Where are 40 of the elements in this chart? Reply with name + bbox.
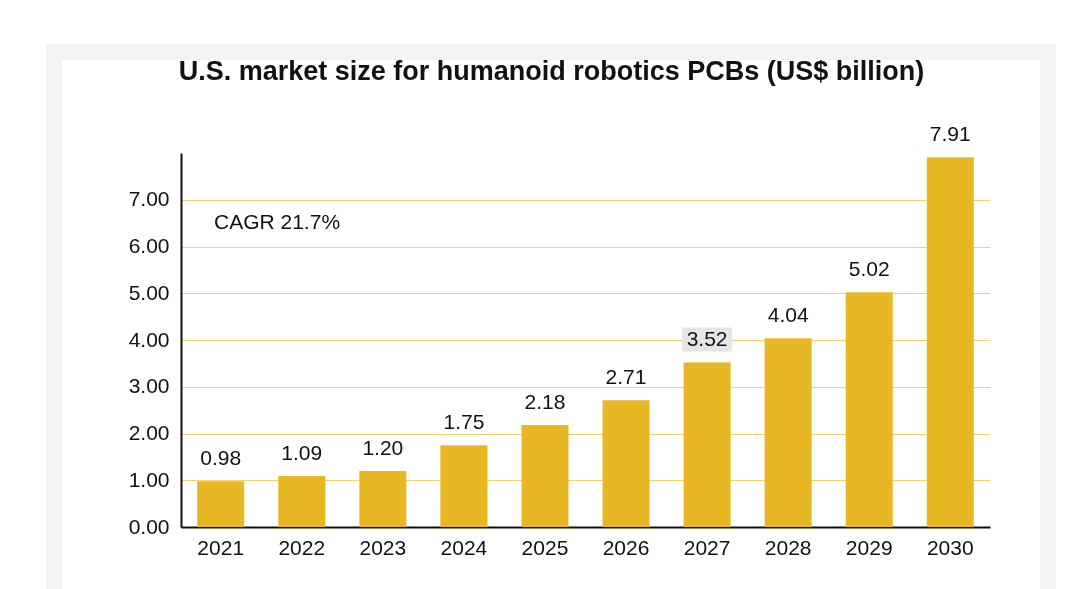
x-tick-label: 2021 xyxy=(197,535,245,559)
data-label: 2.18 xyxy=(524,390,566,414)
annotation: CAGR 21.7% xyxy=(214,210,341,233)
y-tick-label: 0.00 xyxy=(128,514,170,538)
data-label: 0.98 xyxy=(200,446,242,470)
y-tick-label: 1.00 xyxy=(128,467,170,491)
x-tick-label: 2023 xyxy=(359,535,407,559)
bar xyxy=(359,470,407,527)
x-tick-label: 2024 xyxy=(440,535,488,559)
bar xyxy=(521,425,569,527)
data-label: 5.02 xyxy=(848,257,890,281)
x-tick-label: 2026 xyxy=(602,535,650,559)
data-label: 3.52 xyxy=(686,327,728,351)
bar xyxy=(602,400,650,527)
data-label: 4.04 xyxy=(767,303,809,327)
bar xyxy=(440,445,488,527)
chart-title: U.S. market size for humanoid robotics PCBs (US$ billion) xyxy=(178,56,925,87)
y-tick-label: 4.00 xyxy=(128,327,170,351)
bar xyxy=(926,157,974,527)
y-tick-label: 6.00 xyxy=(128,234,170,257)
x-tick-label: 2022 xyxy=(278,535,326,559)
x-tick-label: 2029 xyxy=(845,535,893,559)
y-tick-label: 7.00 xyxy=(128,187,170,211)
bar xyxy=(278,476,326,527)
data-label: 7.91 xyxy=(929,122,971,146)
y-tick-label: 2.00 xyxy=(128,421,170,444)
y-tick-label: 3.00 xyxy=(128,374,170,398)
x-tick-label: 2030 xyxy=(926,535,974,559)
data-label: 1.75 xyxy=(443,410,485,434)
bar xyxy=(845,292,893,527)
data-label: 1.20 xyxy=(362,435,404,459)
bar xyxy=(764,338,812,527)
y-tick-label: 5.00 xyxy=(128,280,170,304)
x-tick-label: 2028 xyxy=(764,535,812,559)
data-label: 2.71 xyxy=(605,365,647,389)
data-label: 1.09 xyxy=(281,441,323,465)
bar xyxy=(197,481,245,527)
bar xyxy=(683,362,731,527)
x-tick-label: 2027 xyxy=(683,535,731,559)
x-tick-label: 2025 xyxy=(521,535,569,559)
